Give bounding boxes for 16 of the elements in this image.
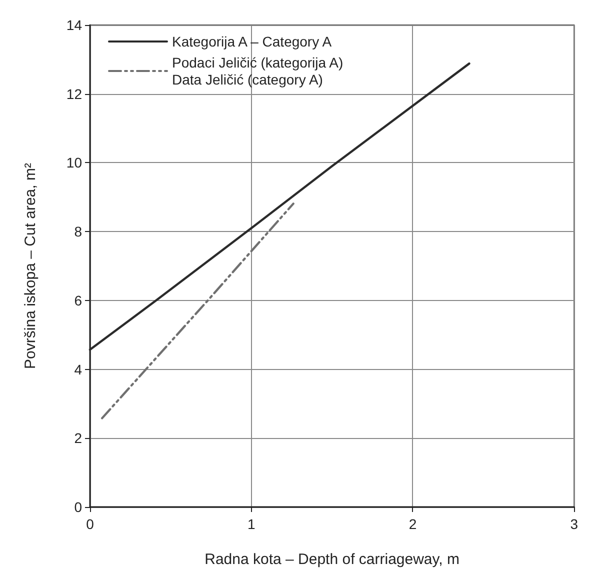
y-tick-label: 4	[74, 361, 82, 378]
x-tick-label: 1	[247, 516, 256, 532]
y-tick-label: 8	[74, 224, 82, 240]
legend-label: Kategorija A – Category A	[172, 34, 332, 50]
x-tick-label: 3	[570, 516, 578, 532]
legend-label: Podaci Jeličić (kategorija A) Data Jeličić (category A)	[172, 54, 344, 88]
y-tick-label: 6	[74, 292, 82, 308]
y-axis-title: Površina iskopa – Cut area, m²	[22, 163, 39, 369]
x-tick-label: 0	[86, 516, 94, 532]
y-tick-label: 14	[66, 17, 82, 33]
x-axis-title: Radna kota – Depth of carriageway, m	[204, 551, 460, 568]
x-tick-label: 2	[408, 516, 417, 532]
y-tick-label: 10	[66, 154, 82, 171]
y-tick-label: 2	[74, 430, 82, 446]
y-tick-label: 0	[74, 499, 82, 515]
y-tick-label: 12	[66, 86, 82, 102]
